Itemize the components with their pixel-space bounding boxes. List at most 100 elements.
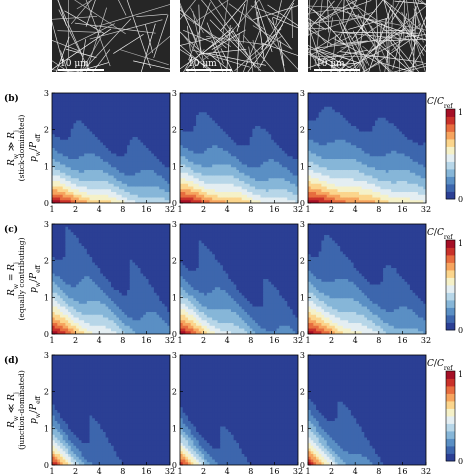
heatmap-cell — [260, 104, 264, 108]
heatmap-cell — [273, 137, 278, 141]
heatmap-cell — [135, 148, 139, 152]
heatmap-cell — [377, 142, 382, 146]
heatmap-cell — [321, 126, 325, 130]
heatmap-cell — [182, 145, 186, 149]
heatmap-cell — [127, 93, 131, 97]
heatmap-cell — [222, 167, 227, 171]
heatmap-cell — [318, 172, 323, 177]
heatmap-cell — [361, 150, 365, 155]
heatmap-cell — [108, 161, 112, 166]
heatmap-cell — [52, 145, 56, 149]
heatmap-cell — [348, 178, 352, 182]
heatmap-cell — [127, 183, 131, 188]
heatmap-cell — [332, 178, 336, 182]
heatmap-cell — [198, 139, 203, 144]
heatmap-cell — [156, 153, 160, 157]
heatmap-cell — [321, 156, 325, 160]
heatmap-cell — [334, 101, 339, 105]
heatmap-cell — [78, 106, 83, 111]
heatmap-cell — [241, 106, 245, 111]
heatmap-cell — [295, 192, 298, 196]
heatmap-cell — [236, 109, 240, 113]
heatmap-cell — [334, 142, 339, 146]
heatmap-cell — [334, 153, 339, 157]
heatmap-cell — [121, 150, 126, 155]
heatmap-cell — [151, 112, 155, 116]
heatmap-cell — [164, 95, 168, 100]
heatmap-cell — [350, 189, 355, 193]
heatmap-cell — [289, 106, 294, 111]
heatmap-cell — [279, 197, 283, 201]
heatmap-cell — [222, 126, 227, 130]
heatmap-cell — [73, 128, 77, 133]
heatmap-cell — [244, 153, 248, 157]
heatmap-cell — [257, 117, 262, 122]
heatmap-cell — [54, 95, 58, 100]
heatmap-cell — [326, 139, 331, 144]
heatmap-cell — [279, 131, 283, 135]
heatmap-cell — [364, 197, 368, 201]
heatmap-cell — [228, 192, 232, 196]
heatmap-cell — [137, 134, 142, 138]
heatmap-cell — [60, 189, 64, 193]
heatmap-cell — [279, 145, 283, 149]
heatmap-cell — [116, 112, 120, 116]
heatmap-cell — [180, 175, 184, 179]
heatmap-cell — [180, 95, 184, 100]
heatmap-cell — [102, 112, 107, 116]
heatmap-cell — [206, 104, 211, 108]
heatmap-cell — [313, 156, 317, 160]
heatmap-cell — [348, 200, 352, 203]
heatmap-cell — [385, 117, 390, 122]
heatmap-cell — [81, 137, 85, 141]
heatmap-cell — [137, 112, 142, 116]
heatmap-cell — [180, 200, 184, 203]
heatmap-cell — [367, 170, 371, 174]
heatmap-cell — [350, 194, 355, 199]
heatmap-cell — [318, 134, 323, 138]
heatmap-cell — [145, 186, 150, 190]
heatmap-cell — [340, 192, 344, 196]
heatmap-cell — [86, 115, 91, 119]
heatmap-cell — [206, 153, 211, 157]
heatmap-cell — [271, 142, 275, 146]
heatmap-cell — [361, 142, 365, 146]
heatmap-cell — [247, 148, 251, 152]
heatmap-cell — [161, 101, 166, 105]
heatmap-cell — [143, 104, 147, 108]
heatmap-cell — [310, 189, 314, 193]
heatmap-cell — [350, 126, 355, 130]
heatmap-cell — [247, 109, 251, 113]
heatmap-cell — [380, 194, 384, 199]
heatmap-cell — [329, 167, 333, 171]
heatmap-cell — [62, 192, 67, 196]
heatmap-cell — [137, 153, 142, 157]
heatmap-cell — [121, 128, 126, 133]
heatmap-cell — [52, 142, 56, 146]
heatmap-cell — [52, 109, 56, 113]
heatmap-cell — [369, 148, 373, 152]
heatmap-cell — [182, 194, 186, 199]
heatmap-cell — [188, 192, 192, 196]
heatmap-cell — [316, 183, 320, 188]
heatmap-cell — [143, 115, 147, 119]
heatmap-cell — [135, 150, 139, 155]
nanowire — [308, 44, 355, 71]
heatmap-cell — [167, 123, 170, 127]
heatmap-cell — [350, 109, 355, 113]
heatmap-cell — [100, 142, 104, 146]
heatmap-cell — [377, 192, 382, 196]
heatmap-cell — [148, 112, 152, 116]
heatmap-cell — [111, 189, 115, 193]
heatmap-cell — [255, 98, 259, 102]
heatmap-cell — [57, 189, 61, 193]
heatmap-cell — [260, 120, 264, 124]
heatmap-cell — [214, 104, 219, 108]
heatmap-cell — [367, 175, 371, 179]
heatmap-cell — [334, 159, 339, 163]
heatmap-cell — [54, 142, 58, 146]
heatmap-cell — [111, 170, 115, 174]
heatmap-cell — [271, 123, 275, 127]
heatmap-cell — [148, 115, 152, 119]
heatmap-cell — [244, 120, 248, 124]
